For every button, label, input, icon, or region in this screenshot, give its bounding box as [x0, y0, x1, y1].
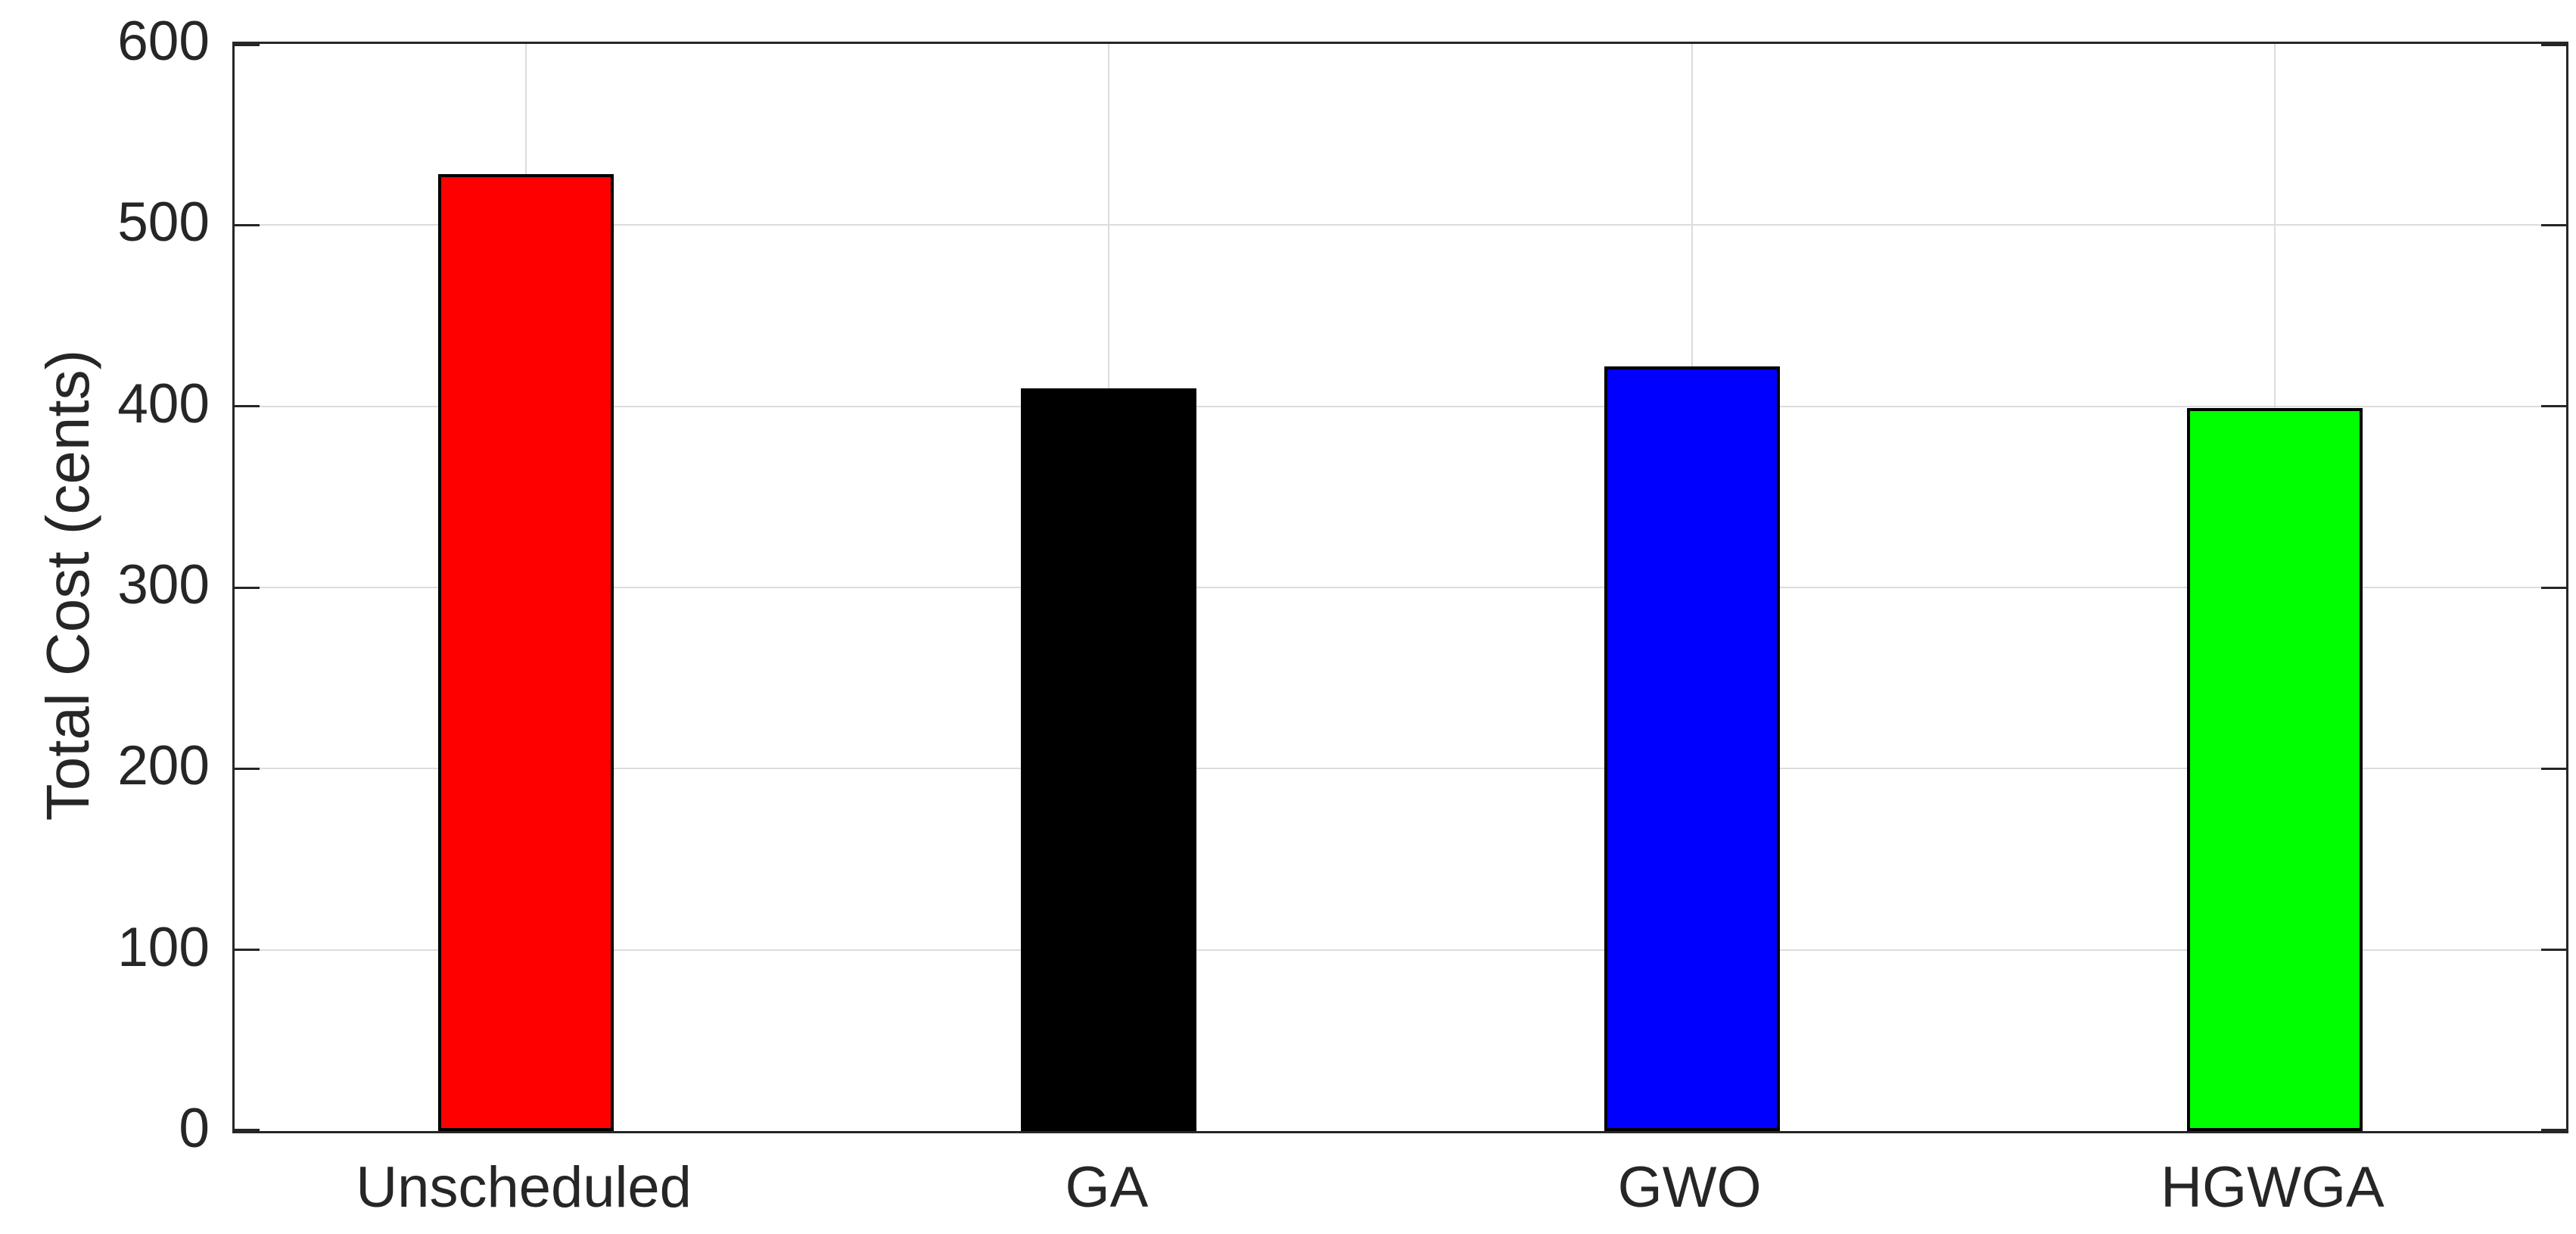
x-tick-label-unscheduled: Unscheduled: [356, 1155, 692, 1220]
y-tick-mark: [235, 949, 260, 952]
y-tick-mark: [235, 586, 260, 589]
y-gridline: [235, 587, 2566, 588]
y-gridline: [235, 224, 2566, 226]
y-gridline: [235, 949, 2566, 951]
y-tick-mark: [235, 767, 260, 770]
y-tick-mark: [2541, 223, 2566, 226]
y-tick-mark: [235, 44, 260, 46]
y-tick-mark: [2541, 1129, 2566, 1131]
y-tick-label: 300: [117, 554, 210, 615]
x-tick-label-ga: GA: [1065, 1155, 1149, 1220]
y-tick-mark: [235, 1129, 260, 1131]
y-tick-mark: [2541, 949, 2566, 952]
x-tick-label-gwo: GWO: [1617, 1155, 1762, 1220]
y-tick-mark: [2541, 767, 2566, 770]
y-gridline: [235, 405, 2566, 407]
y-tick-label: 100: [117, 916, 210, 978]
plot-area: [232, 42, 2568, 1133]
y-tick-label: 0: [179, 1098, 210, 1159]
y-tick-label: 400: [117, 372, 210, 435]
y-tick-mark: [2541, 44, 2566, 46]
bar-gwo: [1604, 366, 1780, 1131]
y-tick-mark: [2541, 405, 2566, 408]
bar-ga: [1021, 388, 1197, 1131]
y-tick-label: 500: [117, 192, 210, 254]
y-gridline: [235, 768, 2566, 770]
x-tick-label-hgwga: HGWGA: [2161, 1155, 2385, 1220]
bar-unscheduled: [438, 174, 614, 1131]
y-tick-label: 600: [117, 11, 210, 72]
y-tick-label: 200: [117, 735, 210, 797]
y-tick-mark: [2541, 586, 2566, 589]
y-tick-mark: [235, 223, 260, 226]
y-tick-mark: [235, 405, 260, 408]
bar-hgwga: [2186, 408, 2363, 1131]
